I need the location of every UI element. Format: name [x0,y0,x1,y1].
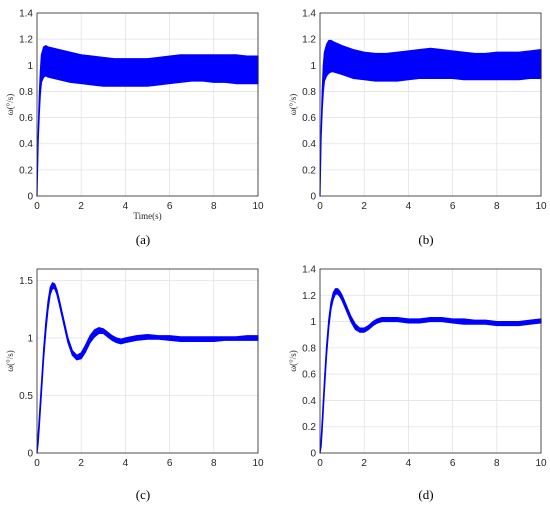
y-tick-label: 0.4 [19,139,33,150]
x-tick-label: 4 [123,458,129,469]
y-tick-label: 1.4 [302,9,316,20]
y-tick-label: 0.8 [302,87,316,98]
plot-frame [319,12,542,197]
chart-panel-1: 0 2 4 6 8 10 0 0.2 0.4 0.6 0.8 1 1.2 1.4 ω(°/s) Time(s) [5,9,264,222]
y-tick-label: 1 [27,334,33,345]
y-tick-label: 1.2 [19,35,33,46]
x-tick-label: 8 [211,458,217,469]
y-tick-label: 1.5 [19,276,33,287]
x-tick-label: 6 [450,201,456,212]
y-tick-label: 0.6 [302,113,316,124]
plot-area [320,13,541,196]
x-tick-label: 8 [494,458,500,469]
plot-frame [36,12,259,197]
y-tick-label: 0.6 [19,113,33,124]
x-tick-label: 0 [34,201,40,212]
x-tick-label: 2 [361,458,367,469]
y-tick-label: 0.8 [19,87,33,98]
y-tick-label: 0 [310,192,316,203]
x-axis-label: Time(s) [133,211,161,221]
y-tick-label: 0.4 [302,396,316,407]
x-tick-label: 0 [317,458,323,469]
y-tick-label: 1 [310,317,316,328]
y-tick-label: 1 [27,61,33,72]
x-tick-label: 2 [361,201,367,212]
y-tick-label: 0.6 [302,370,316,381]
x-tick-label: 4 [406,458,412,469]
y-axis-label: ω(°/s) [288,350,298,372]
x-tick-label: 2 [78,458,84,469]
y-tick-label: 0.8 [302,343,316,354]
y-tick-label: 0.5 [19,391,33,402]
panel-c-caption: (c) [135,487,151,502]
plot-frame [36,268,259,454]
x-tick-label: 4 [123,201,129,212]
x-tick-label: 10 [535,201,547,212]
y-tick-label: 0 [310,449,316,460]
y-tick-label: 1.4 [302,265,316,276]
chart-panel-4: 0 2 4 6 8 10 0 0.2 0.4 0.6 0.8 1 1.2 1.4 ω(°/s) [288,265,547,470]
plot-area [320,269,541,453]
y-tick-label: 0 [27,449,33,460]
panel-a-caption: (a) [135,232,151,247]
x-tick-label: 10 [535,458,547,469]
y-tick-label: 0 [27,192,33,203]
x-tick-label: 8 [494,201,500,212]
y-tick-label: 0.2 [19,165,33,176]
plot-frame [319,268,542,454]
y-tick-label: 1 [310,61,316,72]
y-axis-label: ω(°/s) [5,350,15,372]
y-tick-label: 1.2 [302,35,316,46]
x-tick-label: 8 [211,201,217,212]
y-axis-label: ω(°/s) [5,94,15,116]
panel-b-caption: (b) [418,232,434,247]
chart-panel-3: 0 2 4 6 8 10 0 0.5 1 1.5 ω(°/s) [5,268,264,469]
x-tick-label: 10 [252,201,264,212]
x-tick-label: 6 [167,458,173,469]
plot-area [37,13,258,196]
chart-panel-2: 0 2 4 6 8 10 0 0.2 0.4 0.6 0.8 1 1.2 1.4 ω(°/s) [288,9,547,213]
plot-area [37,269,258,453]
panel-d-caption: (d) [418,487,434,502]
y-tick-label: 0.2 [302,422,316,433]
x-tick-label: 2 [78,201,84,212]
y-tick-label: 0.2 [302,165,316,176]
x-tick-label: 4 [406,201,412,212]
x-tick-label: 10 [252,458,264,469]
y-tick-label: 1.4 [19,9,33,20]
x-tick-label: 6 [450,458,456,469]
y-axis-label: ω(°/s) [288,94,298,116]
x-tick-label: 0 [34,458,40,469]
y-tick-label: 0.4 [302,139,316,150]
x-tick-label: 0 [317,201,323,212]
x-tick-label: 6 [167,201,173,212]
y-tick-label: 1.2 [302,291,316,302]
